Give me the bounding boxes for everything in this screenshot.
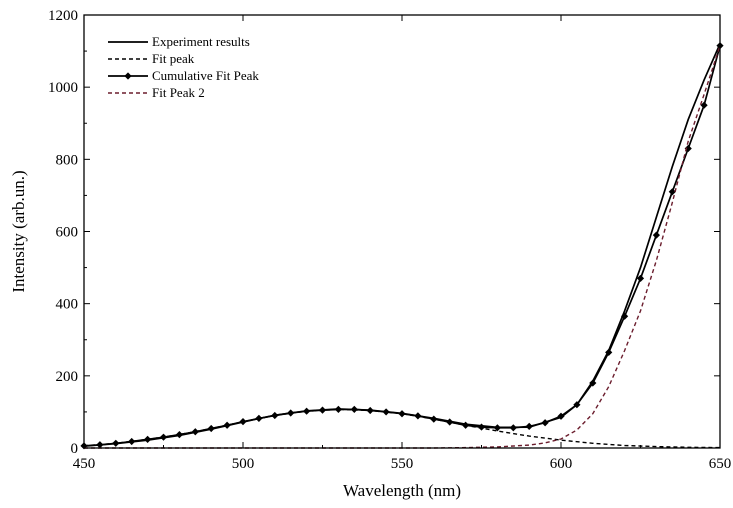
legend-label: Cumulative Fit Peak (152, 68, 259, 83)
data-point (191, 428, 199, 436)
data-point (605, 348, 613, 356)
legend-marker (124, 72, 132, 80)
data-point (636, 274, 645, 283)
data-point (430, 415, 438, 423)
y-axis-label: Intensity (arb.un.) (9, 170, 28, 292)
data-point (621, 312, 629, 320)
data-point (223, 421, 231, 429)
data-point (589, 379, 597, 387)
data-point (318, 406, 327, 414)
data-point (684, 144, 692, 153)
series-line-0 (83, 43, 721, 448)
data-point (382, 408, 390, 416)
data-point (144, 435, 152, 443)
y-tick-label: 1000 (48, 80, 78, 96)
data-point (525, 422, 533, 430)
y-tick-label: 0 (71, 441, 79, 457)
data-point (350, 405, 358, 413)
data-point (398, 410, 406, 418)
y-axis: 0 200 400 600 800 1000 1200 (48, 8, 720, 457)
x-tick-label: 550 (391, 456, 414, 472)
y-tick-label: 200 (56, 369, 79, 385)
data-point (207, 424, 215, 433)
x-tick-label: 450 (73, 456, 96, 472)
y-tick-label: 800 (56, 152, 79, 168)
data-point (652, 231, 660, 239)
data-point (112, 439, 120, 447)
data-point (668, 188, 676, 196)
data-point (509, 424, 517, 432)
x-axis: 450 500 550 600 650 (73, 15, 732, 472)
y-tick-label: 600 (56, 225, 79, 241)
legend-label: Fit Peak 2 (152, 85, 205, 100)
series-line-3 (84, 45, 721, 449)
data-point (128, 437, 136, 446)
plot-frame (83, 14, 721, 449)
x-tick-label: 650 (709, 456, 732, 472)
data-point (700, 101, 708, 109)
legend-label: Experiment results (152, 34, 250, 49)
data-point (303, 407, 311, 415)
data-point (573, 401, 581, 409)
legend: Experiment results Fit peak Cumulative Fit… (108, 34, 259, 100)
data-point (493, 424, 501, 432)
data-point (462, 421, 470, 429)
data-point (477, 423, 486, 431)
data-point (287, 409, 295, 417)
x-axis-label: Wavelength (nm) (343, 481, 461, 500)
data-point (334, 405, 342, 413)
x-tick-label: 500 (232, 456, 255, 472)
data-point (271, 411, 279, 420)
data-point (557, 412, 565, 420)
data-point (541, 419, 549, 427)
plot-area (80, 42, 724, 450)
data-point (366, 406, 374, 415)
legend-label: Fit peak (152, 51, 195, 66)
data-point (255, 414, 263, 423)
x-tick-label: 600 (550, 456, 573, 472)
series-line-2 (83, 45, 721, 447)
data-point (175, 431, 183, 439)
data-point (159, 433, 168, 441)
data-point (446, 418, 454, 426)
y-tick-label: 400 (56, 297, 79, 313)
data-point (414, 412, 422, 420)
data-point (239, 418, 247, 426)
y-tick-label: 1200 (48, 8, 78, 24)
data-point (96, 441, 104, 449)
